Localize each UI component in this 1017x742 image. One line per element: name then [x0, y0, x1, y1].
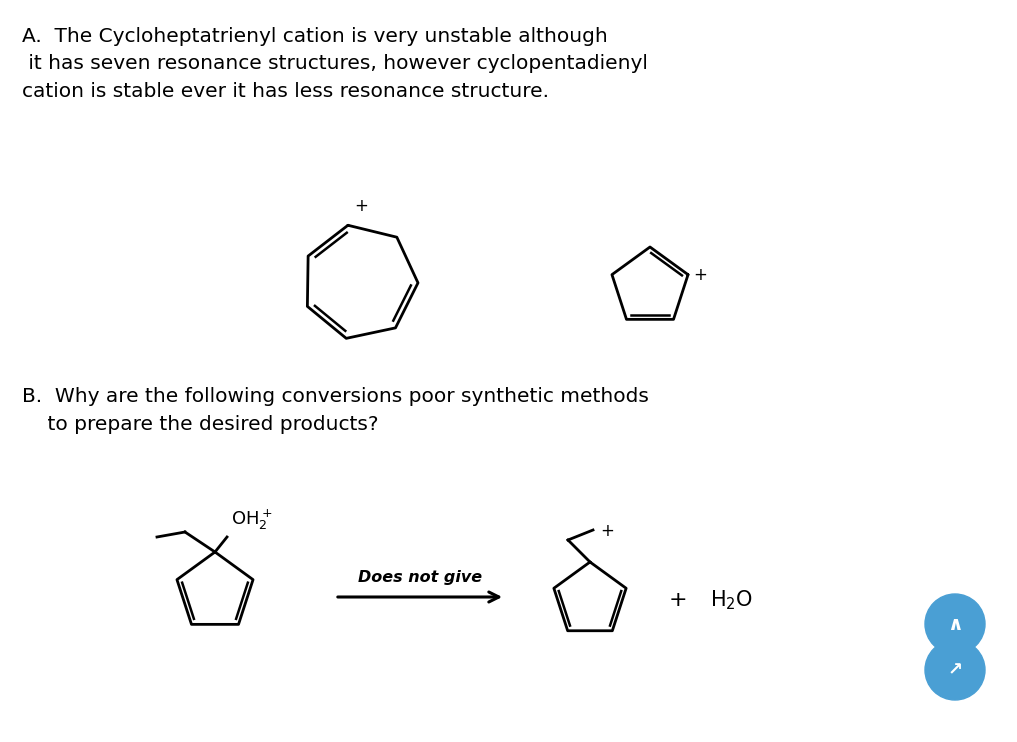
Text: B.  Why are the following conversions poor synthetic methods
    to prepare the : B. Why are the following conversions poo…: [22, 387, 649, 434]
Text: ∧: ∧: [947, 614, 963, 634]
Text: H$_2$O: H$_2$O: [710, 588, 753, 612]
Text: +: +: [693, 266, 707, 283]
Text: A.  The Cycloheptatrienyl cation is very unstable although
 it has seven resonan: A. The Cycloheptatrienyl cation is very …: [22, 27, 648, 100]
Circle shape: [925, 640, 985, 700]
Text: ↗: ↗: [948, 661, 962, 679]
Circle shape: [925, 594, 985, 654]
Text: OH$_2^+$: OH$_2^+$: [231, 508, 273, 532]
Text: +: +: [600, 522, 614, 540]
Text: +: +: [354, 197, 368, 215]
Text: +: +: [669, 590, 687, 610]
Text: Does not give: Does not give: [358, 570, 482, 585]
